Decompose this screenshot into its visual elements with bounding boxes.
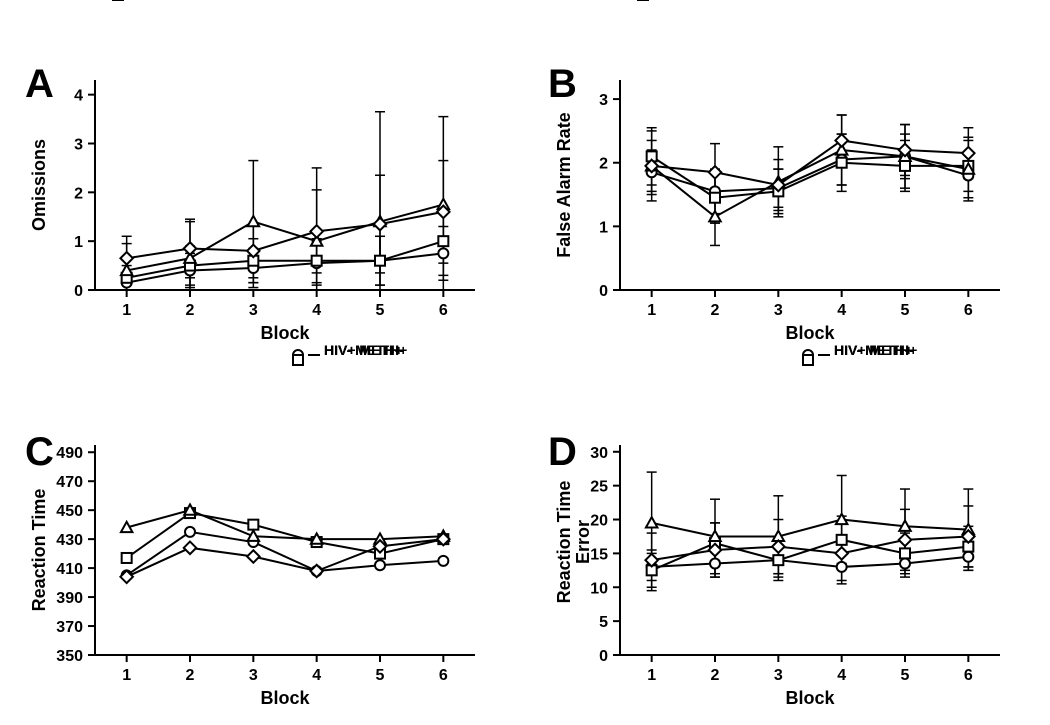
svg-text:5: 5 xyxy=(901,667,910,684)
svg-text:HIV+ METH+: HIV+ METH+ xyxy=(324,342,407,358)
svg-text:2: 2 xyxy=(599,156,608,173)
svg-text:2: 2 xyxy=(711,667,720,684)
svg-text:450: 450 xyxy=(56,503,83,520)
svg-text:Reaction TimeError: Reaction TimeError xyxy=(554,481,593,604)
panel-c-chart: 1 2 3 4 5 6 Block 350 370 390 410 430 450 470 490 React… xyxy=(15,355,515,725)
svg-text:2: 2 xyxy=(74,185,83,202)
svg-text:Block: Block xyxy=(785,323,835,343)
svg-text:1: 1 xyxy=(647,667,656,684)
svg-text:1: 1 xyxy=(599,219,608,236)
svg-text:5: 5 xyxy=(901,302,910,319)
svg-text:1: 1 xyxy=(122,667,131,684)
svg-text:2: 2 xyxy=(186,302,195,319)
svg-text:Reaction Time: Reaction Time xyxy=(29,489,49,612)
svg-text:Omissions: Omissions xyxy=(29,139,49,231)
svg-text:430: 430 xyxy=(56,532,83,549)
svg-text:3: 3 xyxy=(774,302,783,319)
svg-text:1: 1 xyxy=(122,302,131,319)
svg-text:4: 4 xyxy=(312,667,321,684)
svg-text:0: 0 xyxy=(74,283,83,300)
svg-text:6: 6 xyxy=(439,667,448,684)
svg-text:10: 10 xyxy=(590,580,608,597)
svg-text:False Alarm Rate: False Alarm Rate xyxy=(554,112,574,257)
svg-text:5: 5 xyxy=(376,667,385,684)
svg-text:1: 1 xyxy=(647,302,656,319)
svg-text:4: 4 xyxy=(312,302,321,319)
figure-container: A123456Block01234OmissionsHIV- METH-HIV+… xyxy=(0,0,1050,713)
svg-text:490: 490 xyxy=(56,445,83,462)
svg-text:HIV+ METH+: HIV+ METH+ xyxy=(834,342,917,358)
svg-text:6: 6 xyxy=(964,667,973,684)
svg-text:0: 0 xyxy=(599,283,608,300)
svg-text:390: 390 xyxy=(56,590,83,607)
panel-a-chart: 123456Block01234OmissionsHIV- METH-HIV+ … xyxy=(15,0,515,360)
svg-text:4: 4 xyxy=(837,667,846,684)
svg-text:30: 30 xyxy=(590,445,608,462)
svg-text:3: 3 xyxy=(249,302,258,319)
svg-text:3: 3 xyxy=(774,667,783,684)
svg-text:350: 350 xyxy=(56,648,83,665)
svg-text:370: 370 xyxy=(56,619,83,636)
svg-text:25: 25 xyxy=(590,479,608,496)
svg-text:Block: Block xyxy=(260,323,310,343)
panel-b-chart: 123456Block0123False Alarm RateHIV- METH… xyxy=(540,0,1040,360)
svg-text:4: 4 xyxy=(837,302,846,319)
svg-text:4: 4 xyxy=(74,88,83,105)
svg-text:1: 1 xyxy=(74,234,83,251)
svg-text:6: 6 xyxy=(964,302,973,319)
svg-text:3: 3 xyxy=(249,667,258,684)
svg-text:Block: Block xyxy=(785,688,835,708)
svg-text:3: 3 xyxy=(599,92,608,109)
panel-d-chart: 123456Block051015202530Reaction TimeErro… xyxy=(540,355,1040,725)
svg-text:3: 3 xyxy=(74,136,83,153)
svg-text:410: 410 xyxy=(56,561,83,578)
svg-text:5: 5 xyxy=(599,614,608,631)
svg-text:6: 6 xyxy=(439,302,448,319)
svg-text:5: 5 xyxy=(376,302,385,319)
svg-text:2: 2 xyxy=(186,667,195,684)
svg-text:0: 0 xyxy=(599,648,608,665)
svg-text:2: 2 xyxy=(711,302,720,319)
svg-text:470: 470 xyxy=(56,474,83,491)
svg-text:Block: Block xyxy=(260,688,310,708)
